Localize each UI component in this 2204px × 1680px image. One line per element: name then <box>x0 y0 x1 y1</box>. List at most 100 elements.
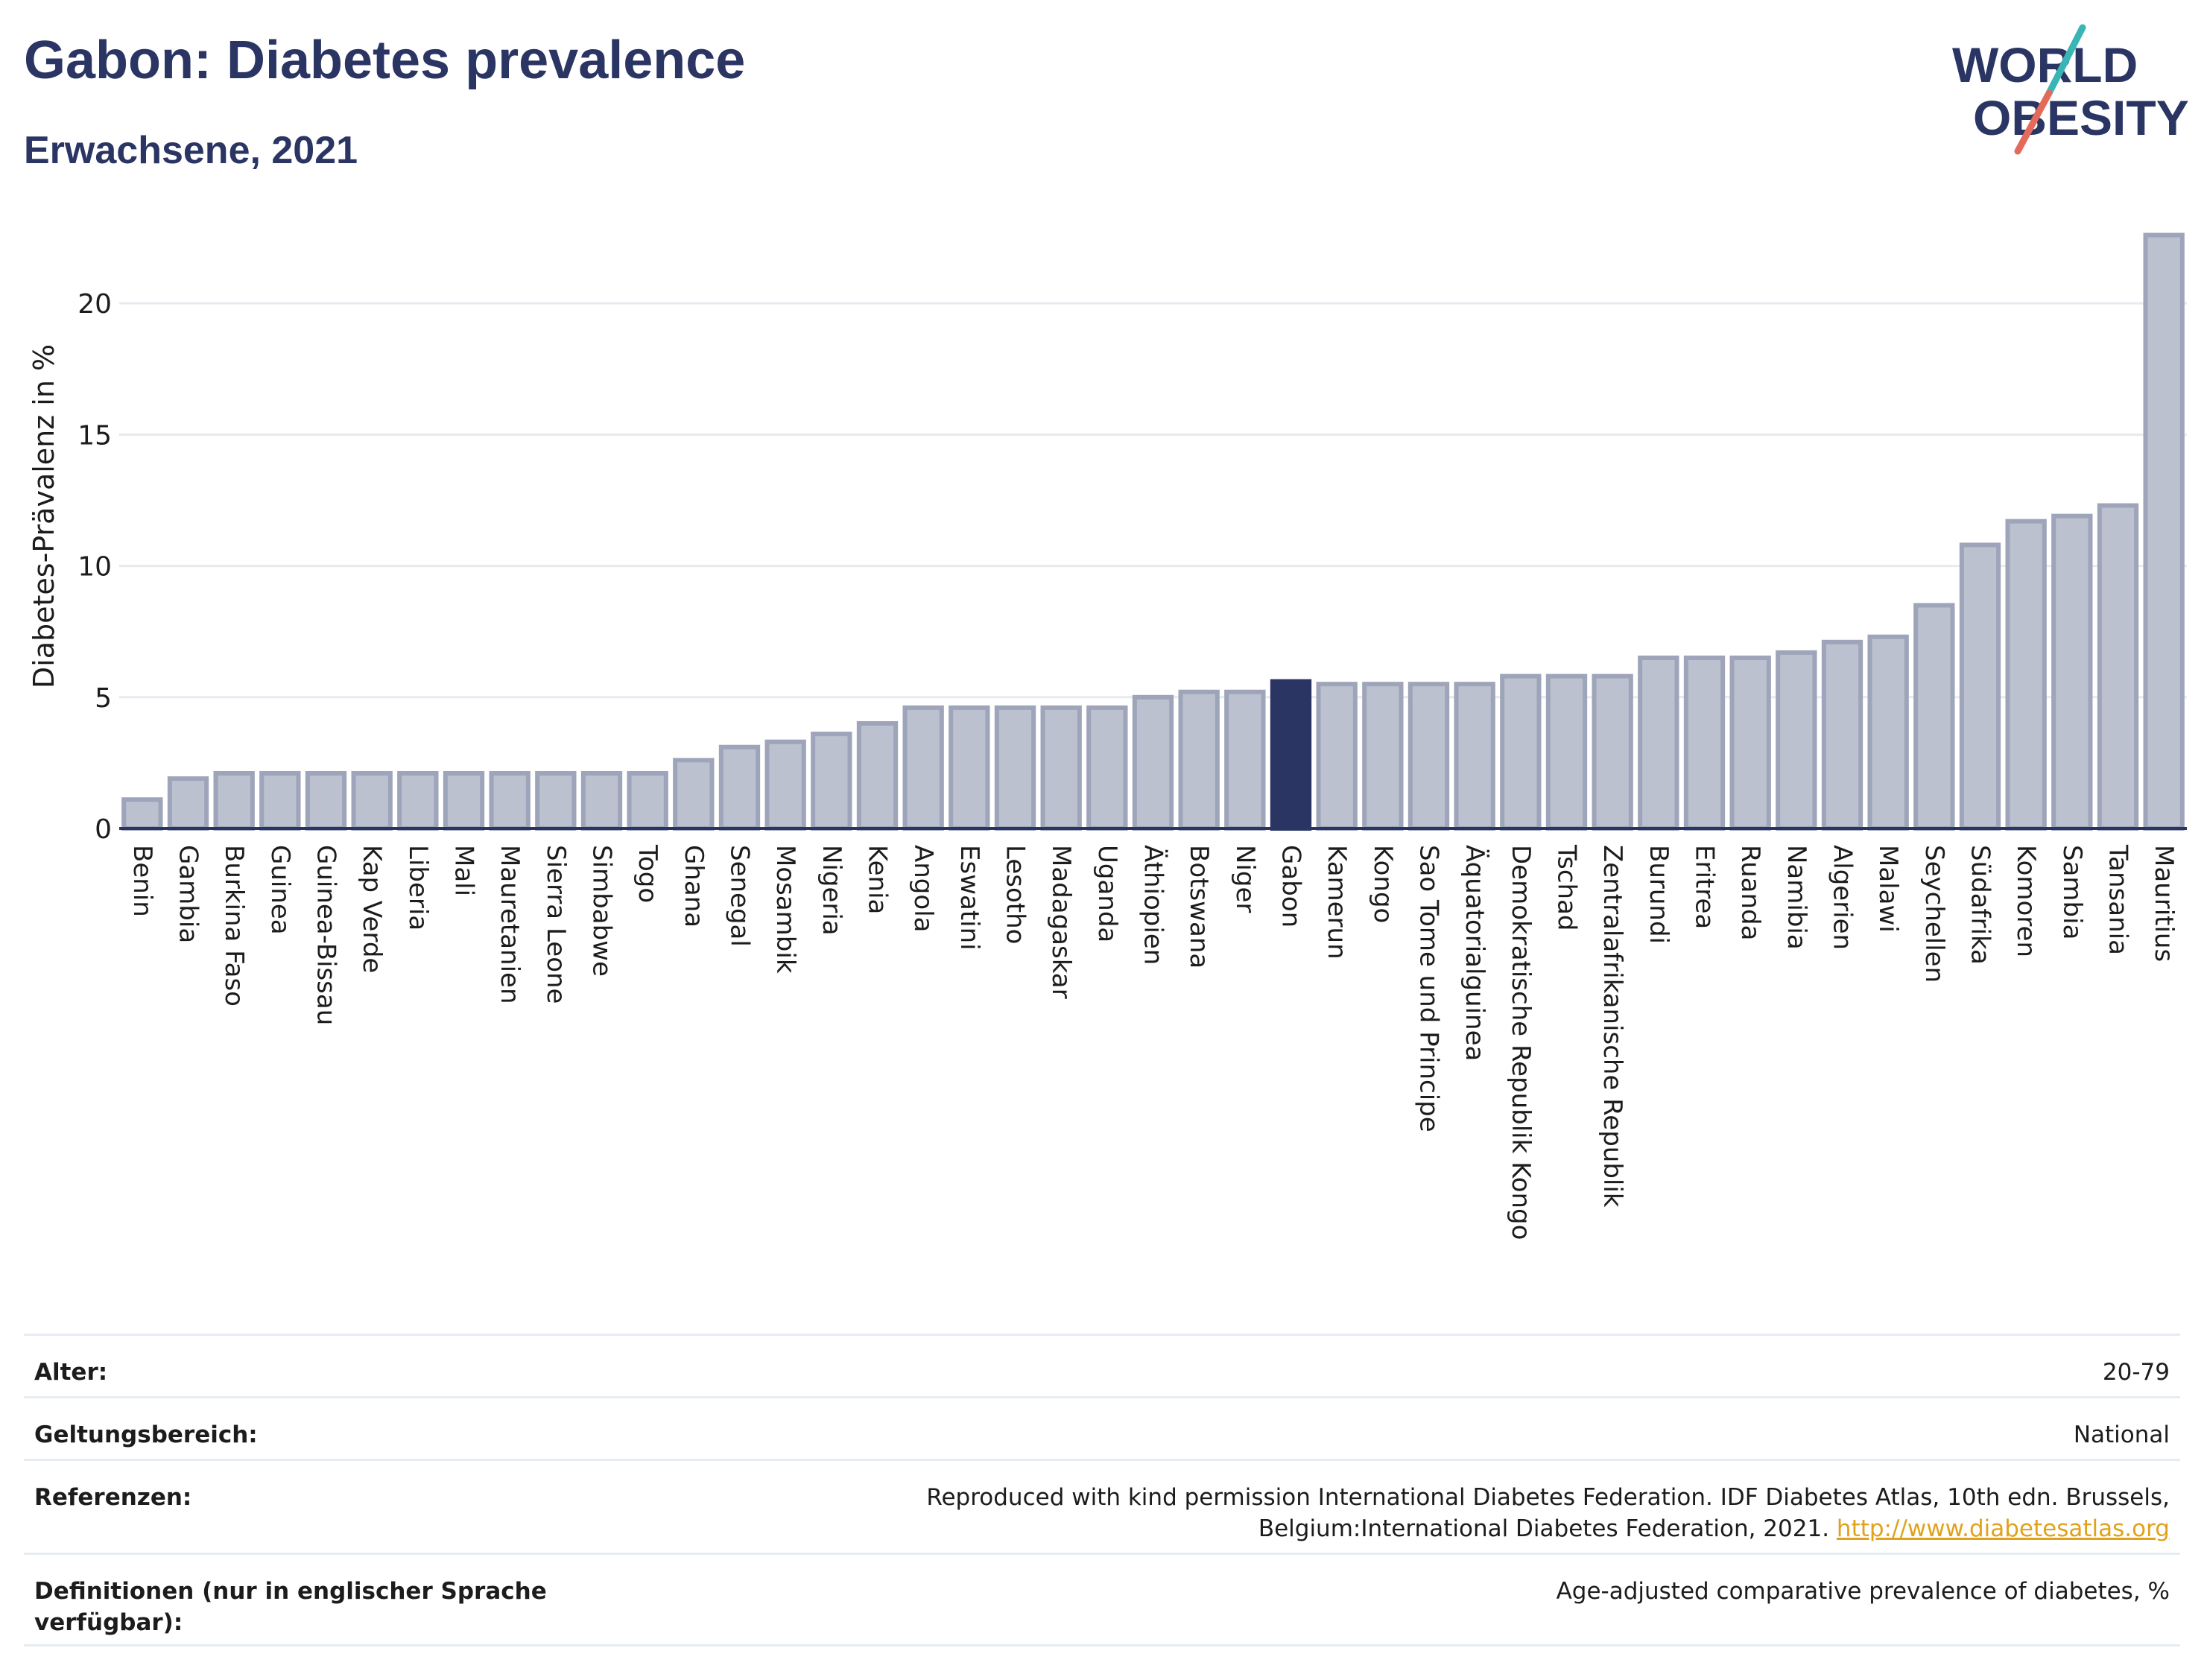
x-tick-label: Burkina Faso <box>219 845 249 1007</box>
meta-value: Age-adjusted comparative prevalence of d… <box>1557 1576 2170 1607</box>
bar <box>718 744 761 831</box>
x-tick-label: Burundi <box>1644 845 1673 944</box>
axes: 0 5 10 15 20 <box>77 289 2187 845</box>
x-tick-label: Benin <box>127 845 157 917</box>
x-tick-label: Kamerun <box>1322 845 1352 960</box>
x-tick-label: Demokratische Republik Kongo <box>1506 845 1536 1240</box>
x-tick-label: Niger <box>1230 845 1260 913</box>
bar <box>1178 689 1220 831</box>
meta-row: Alter: 20-79 <box>24 1334 2180 1396</box>
bar <box>764 739 806 831</box>
bars <box>121 232 2185 831</box>
meta-value-text: Reproduced with kind permission Internat… <box>926 1484 2170 1542</box>
x-tick-label: Südafrika <box>1966 845 1995 965</box>
bar <box>1821 639 1863 831</box>
bar <box>1913 603 1955 831</box>
x-tick-label: Seychellen <box>1919 845 1949 983</box>
logo-teal-stroke <box>2045 24 2086 97</box>
x-tick-label: Madagaskar <box>1046 845 1076 999</box>
bar <box>1454 682 1495 831</box>
bar <box>949 705 990 831</box>
x-tick-label: Eritrea <box>1690 845 1720 929</box>
meta-value-text: Age-adjusted comparative prevalence of d… <box>1556 1578 2170 1605</box>
x-tick-label: Sao Tome und Principe <box>1414 845 1444 1132</box>
bar <box>856 721 899 831</box>
bar <box>1776 650 1817 831</box>
meta-value-text: 20-79 <box>2102 1359 2170 1386</box>
bar <box>627 770 668 831</box>
bar <box>1086 705 1128 831</box>
x-tick-label: Namibia <box>1782 845 1811 950</box>
y-tick-label: 10 <box>77 552 112 583</box>
x-tick-label: Mali <box>449 845 479 896</box>
reference-link[interactable]: http://www.diabetesatlas.org <box>1836 1515 2170 1542</box>
bar <box>1362 682 1404 831</box>
x-tick-label: Malawi <box>1873 845 1903 933</box>
bar <box>1683 655 1726 831</box>
x-tick-label: Ghana <box>679 845 709 928</box>
x-tick-label: Gabon <box>1276 845 1306 928</box>
x-tick-label: Eswatini <box>954 845 984 951</box>
x-tick-label: Simbabwe <box>587 845 617 977</box>
meta-label: Geltungsbereich: <box>34 1421 258 1448</box>
x-tick-label: Mauretanien <box>495 845 525 1004</box>
meta-value: Reproduced with kind permission Internat… <box>680 1482 2170 1544</box>
meta-label: Alter: <box>34 1359 108 1386</box>
y-tick-label: 0 <box>95 814 112 845</box>
x-tick-label: Zentralafrikanische Republik <box>1597 845 1627 1208</box>
meta-value-text: National <box>2073 1421 2170 1448</box>
y-tick-label: 5 <box>95 683 112 714</box>
bar <box>259 770 301 831</box>
metadata-table: Alter: 20-79 Geltungsbereich: National Refer… <box>24 1334 2180 1646</box>
logo-line-2: OBESITY <box>1973 90 2189 145</box>
x-tick-label: Angola <box>908 845 938 932</box>
bar <box>1407 682 1450 831</box>
bar <box>489 770 531 831</box>
x-tick-label: Ruanda <box>1735 845 1765 940</box>
x-tick-label: Äquatorialguinea <box>1460 845 1489 1061</box>
meta-value: National <box>2074 1419 2170 1451</box>
bar <box>213 770 255 831</box>
bar <box>1959 542 2001 831</box>
x-tick-label: Botswana <box>1184 845 1214 969</box>
bar <box>1500 673 1542 831</box>
bar <box>535 770 577 831</box>
bar <box>811 732 852 831</box>
x-tick-label: Gambia <box>174 845 203 943</box>
logo-line-1: WORLD <box>1952 37 2138 92</box>
x-tick-label: Uganda <box>1092 845 1122 942</box>
meta-row: Referenzen: Reproduced with kind permissi… <box>24 1459 2180 1553</box>
x-tick-label: Sambia <box>2057 845 2087 939</box>
bar <box>2051 513 2093 831</box>
bar <box>121 797 163 831</box>
bar <box>1224 689 1266 831</box>
bar <box>902 705 944 831</box>
bar <box>1316 682 1358 831</box>
meta-value: 20-79 <box>2103 1357 2170 1388</box>
bar <box>2005 519 2047 831</box>
bar <box>167 776 209 831</box>
chart-subtitle: Erwachsene, 2021 <box>24 129 358 172</box>
bar <box>1638 655 1679 831</box>
chart-title: Gabon: Diabetes prevalence <box>24 31 746 90</box>
bar <box>673 758 715 831</box>
x-tick-label: Kap Verde <box>357 845 387 973</box>
category-labels: Benin Gambia Burkina Faso Guinea Guinea-Biss… <box>127 844 2179 1240</box>
bar <box>1867 634 1909 831</box>
x-tick-label: Mauritius <box>2149 845 2179 962</box>
bar <box>1592 673 1633 831</box>
y-tick-label: 20 <box>77 289 112 320</box>
bar <box>580 770 623 831</box>
x-tick-label: Algerien <box>1828 845 1858 950</box>
meta-row: Geltungsbereich: National <box>24 1396 2180 1459</box>
bar <box>305 770 347 831</box>
bar-highlighted <box>1270 679 1312 831</box>
bar <box>1545 673 1588 831</box>
bar <box>1132 694 1174 831</box>
x-tick-label: Tansania <box>2103 844 2133 955</box>
x-tick-label: Sierra Leone <box>541 845 571 1004</box>
x-tick-label: Togo <box>633 844 662 903</box>
bar <box>1729 655 1771 831</box>
bar <box>2097 503 2139 831</box>
x-tick-label: Lesotho <box>1001 845 1030 944</box>
